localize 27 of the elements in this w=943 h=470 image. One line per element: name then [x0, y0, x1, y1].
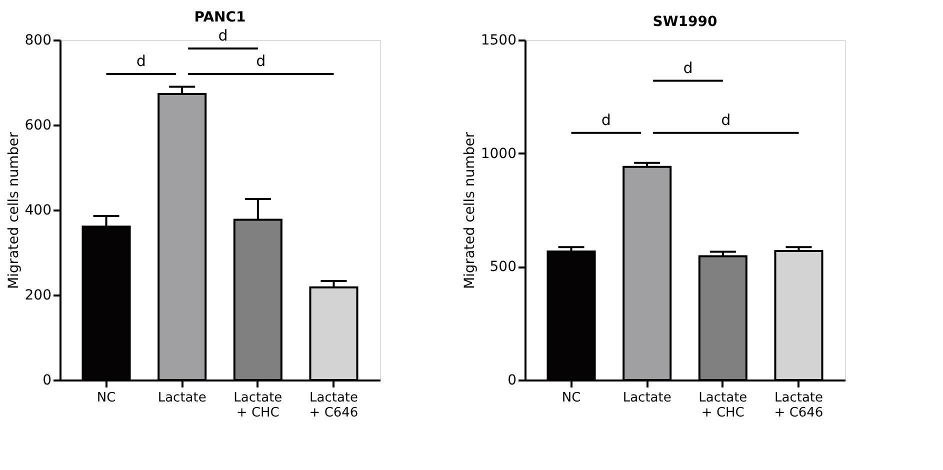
y-tick-label: 800 [24, 32, 52, 48]
annotation: d [721, 110, 731, 129]
x-tick-label: Lactate + C646 [309, 390, 358, 420]
y-tick-label: 400 [24, 202, 52, 218]
y-axis-title: Migrated cells number [462, 132, 478, 290]
annotation: d [136, 52, 146, 70]
y-tick-label: 0 [42, 372, 52, 388]
y-tick-label: 500 [490, 259, 516, 276]
annotation: d [683, 58, 693, 77]
y-tick-label: 200 [24, 288, 52, 304]
annotation: d [256, 52, 266, 70]
x-tick-label: Lactate [622, 390, 672, 406]
y-axis-title: Migrated cells number [6, 132, 22, 290]
x-tick-label: Lactate + C646 [774, 390, 824, 420]
x-tick-label: Lactate + CHC [234, 390, 282, 420]
chart-title: PANC1 [194, 10, 246, 26]
x-tick-label: Lactate + CHC [698, 390, 748, 420]
x-tick-label: NC [562, 390, 581, 406]
x-tick-label: Lactate [158, 390, 206, 406]
annotation: d [218, 26, 228, 44]
y-tick-label: 1500 [480, 32, 516, 48]
annotation: d [601, 110, 611, 129]
x-tick-label: NC [96, 390, 116, 406]
y-tick-label: 600 [24, 118, 52, 134]
y-tick-label: 0 [508, 372, 516, 388]
chart-title: SW1990 [652, 14, 718, 30]
y-tick-label: 1000 [480, 146, 516, 162]
